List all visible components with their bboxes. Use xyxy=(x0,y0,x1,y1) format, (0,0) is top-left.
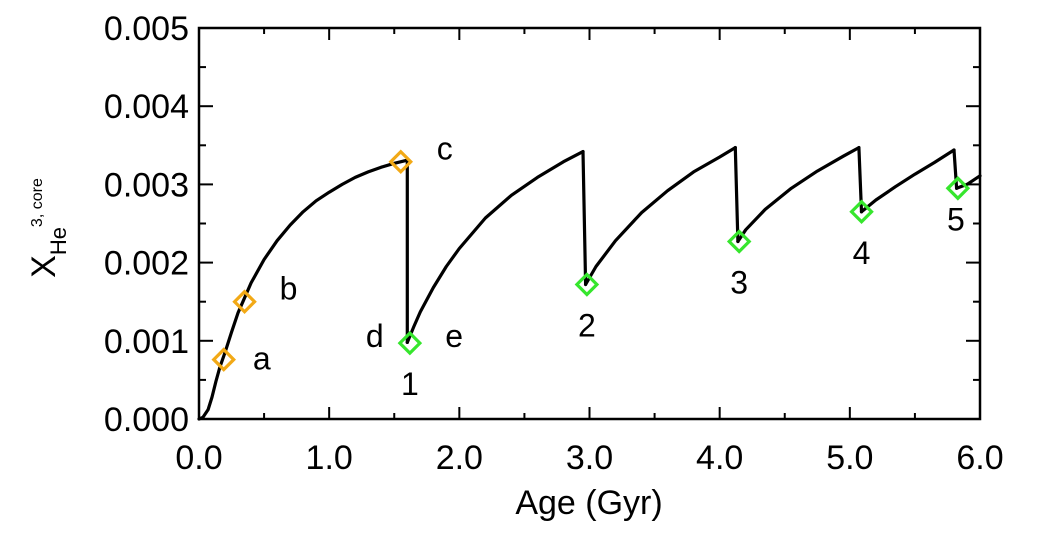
x-tick-label: 3.0 xyxy=(566,439,613,477)
x-tick-label: 1.0 xyxy=(306,439,353,477)
marker-label-4: 4 xyxy=(853,235,871,271)
curve-segment xyxy=(736,146,861,244)
marker-1 xyxy=(397,330,423,356)
y-axis-title: XHe3, core xyxy=(25,178,71,278)
y-tick-label: 0.002 xyxy=(104,245,189,283)
curve-segment xyxy=(733,146,740,244)
x-tick-label: 4.0 xyxy=(696,439,743,477)
x-tick-label: 2.0 xyxy=(436,439,483,477)
curve-segment xyxy=(584,146,737,287)
x-axis-title: Age (Gyr) xyxy=(515,484,662,522)
marker-label-a: a xyxy=(253,341,271,377)
label-layer: ab c 1 2 3 4 5 d e xyxy=(253,131,965,402)
y-axis-title-sup: 3, core xyxy=(29,178,46,227)
y-tick-label: 0.005 xyxy=(104,10,189,48)
x-tick-label: 6.0 xyxy=(956,439,1003,477)
curve-segment xyxy=(405,150,585,344)
y-axis-title-base: X xyxy=(25,255,63,278)
marker-label-c: c xyxy=(437,131,453,167)
y-tick-label: 0.001 xyxy=(104,323,189,361)
marker-2 xyxy=(574,272,600,297)
marker-b xyxy=(232,289,257,314)
marker-3 xyxy=(726,229,752,254)
marker-label-2: 2 xyxy=(578,307,596,343)
annotation-e: e xyxy=(445,318,463,354)
curve-segment xyxy=(581,150,588,287)
x-tick-label: 0.0 xyxy=(175,439,222,477)
marker-label-b: b xyxy=(280,271,298,307)
marker-layer xyxy=(211,149,971,372)
curve-segment xyxy=(197,158,409,421)
marker-label-5: 5 xyxy=(947,201,965,237)
curve-segment xyxy=(859,148,956,214)
x-tick-label: 5.0 xyxy=(826,439,873,477)
y-tick-label: 0.003 xyxy=(104,166,189,204)
y-tick-label: 0.004 xyxy=(104,88,189,126)
y-tick-label: 0.000 xyxy=(104,401,189,439)
marker-5 xyxy=(945,176,971,201)
marker-label-1: 1 xyxy=(401,366,419,402)
annotation-d: d xyxy=(366,318,384,354)
marker-label-3: 3 xyxy=(730,264,748,300)
marker-c xyxy=(388,149,414,174)
tick-layer: 0.0 1.0 2.0 3.0 4.0 5.0 6.0 0.000 0.001 0.002 0.00… xyxy=(104,10,1004,477)
marker-4 xyxy=(849,199,874,225)
marker-a xyxy=(211,347,236,372)
y-axis-title-sub: He xyxy=(46,227,71,255)
